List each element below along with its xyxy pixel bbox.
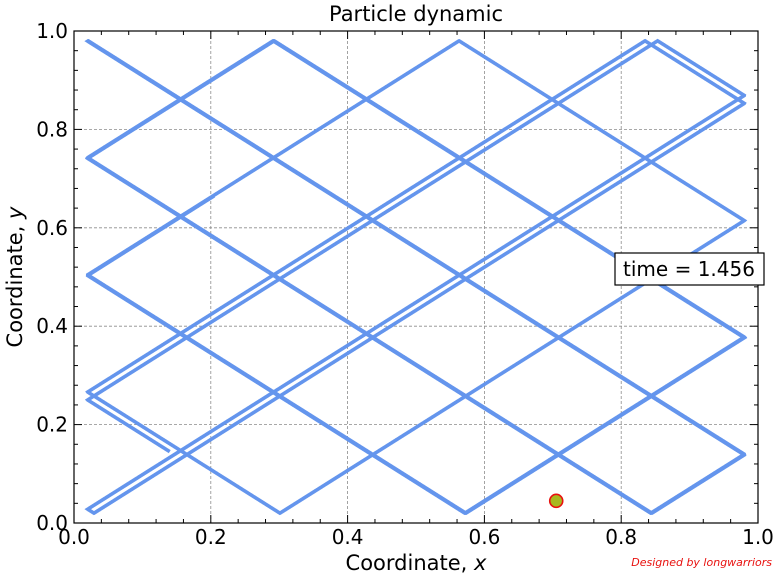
credit-text: Designed by longwarriors <box>631 556 772 569</box>
y-axis-label-text: Coordinate, <box>3 219 27 347</box>
y-tick-label-3: 0.6 <box>36 216 68 240</box>
y-tick-label-5: 1.0 <box>36 19 68 43</box>
time-annotation-box <box>614 252 765 286</box>
x-axis-label-text: Coordinate, <box>346 551 474 575</box>
x-tick-label-5: 1.0 <box>742 525 774 549</box>
x-tick-label-3: 0.6 <box>468 525 500 549</box>
y-axis-label-var: y <box>3 206 27 220</box>
x-tick-labels: 0.0 0.2 0.4 0.6 0.8 1.0 <box>58 525 774 549</box>
trajectory <box>84 38 748 516</box>
x-tick-label-4: 0.8 <box>605 525 637 549</box>
x-tick-label-2: 0.4 <box>332 525 364 549</box>
axis-ticks <box>73 30 759 524</box>
chart-title: Particle dynamic <box>329 2 503 26</box>
particle-marker <box>548 493 564 509</box>
y-tick-label-0: 0.0 <box>36 511 68 535</box>
x-tick-label-0: 0.0 <box>58 525 90 549</box>
x-axis-label-var: x <box>473 551 487 575</box>
y-tick-label-2: 0.4 <box>36 314 68 338</box>
y-tick-labels: 0.0 0.2 0.4 0.6 0.8 1.0 <box>36 19 68 535</box>
y-axis-label: Coordinate, y <box>3 206 27 347</box>
x-axis-label: Coordinate, x <box>346 551 487 575</box>
trajectory-line <box>84 38 748 516</box>
time-annotation: time = 1.456 <box>614 252 765 286</box>
y-tick-label-1: 0.2 <box>36 413 68 437</box>
x-tick-label-1: 0.2 <box>195 525 227 549</box>
y-tick-label-4: 0.8 <box>36 117 68 141</box>
time-annotation-text: time = 1.456 <box>623 257 755 281</box>
